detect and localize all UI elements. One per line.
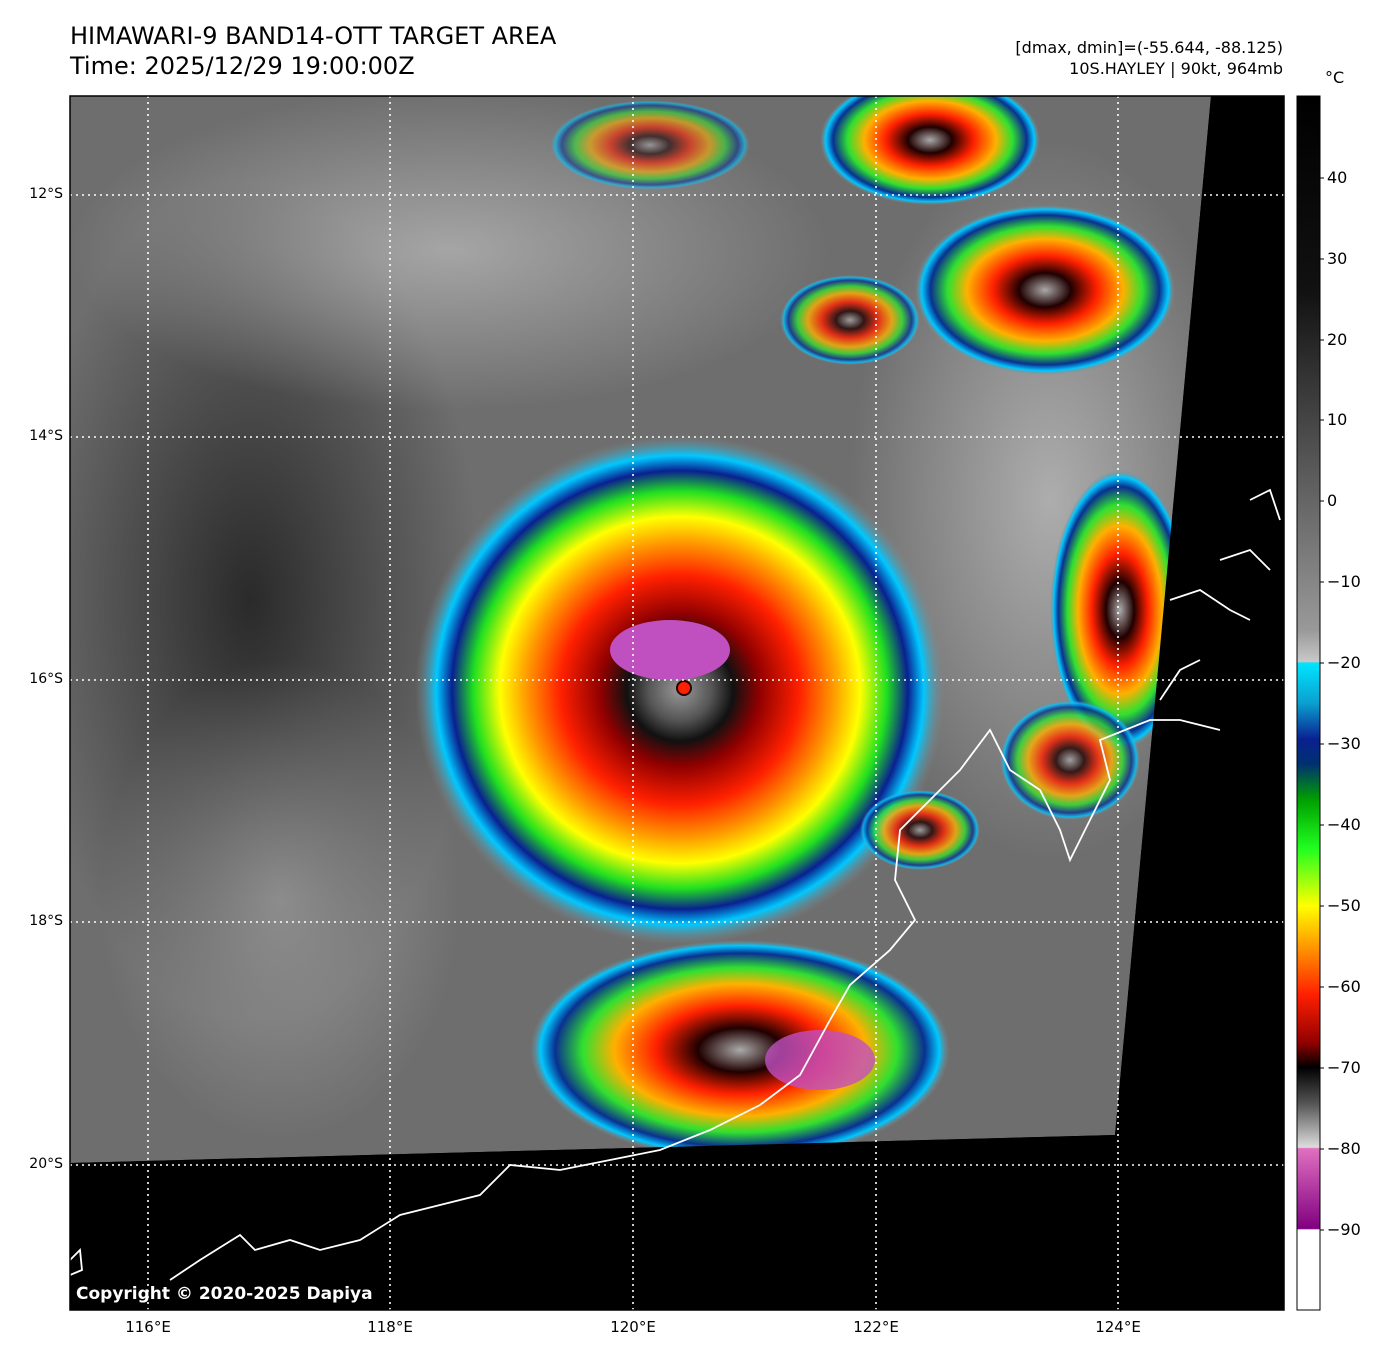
map-frame: [69, 95, 1285, 1311]
lon-label-124e: 124°E: [1095, 1318, 1141, 1336]
gridlines: [70, 96, 1284, 1310]
chart-time: Time: 2025/12/29 19:00:00Z: [70, 52, 415, 80]
lon-label-118e: 118°E: [367, 1318, 413, 1336]
colorbar-tick: −80: [1327, 1139, 1361, 1158]
lon-label-120e: 120°E: [610, 1318, 656, 1336]
no-data-east: [70, 96, 1284, 1310]
colorbar-tick: 40: [1327, 168, 1348, 187]
copyright-text: Copyright © 2020-2025 Dapiya: [76, 1284, 373, 1304]
cyclone-eye-hotspot: [676, 680, 692, 696]
colorbar-tick: −30: [1327, 734, 1361, 753]
convection-n-band: [550, 100, 750, 190]
lat-label-16s: 16°S: [29, 671, 63, 687]
colorbar-tick: −90: [1327, 1220, 1361, 1239]
colorbar-tick: −40: [1327, 815, 1361, 834]
chart-title: HIMAWARI-9 BAND14-OTT TARGET AREA: [70, 22, 557, 50]
colorbar-tick: 10: [1327, 410, 1348, 429]
convection-ne-3: [780, 275, 920, 365]
convection-e-2: [1000, 700, 1140, 820]
lat-label-18s: 18°S: [29, 913, 63, 929]
colorbar-unit: °C: [1325, 68, 1345, 87]
coastline: [70, 488, 1281, 1281]
colorbar: [1296, 95, 1321, 1311]
lat-label-20s: 20°S: [29, 1156, 63, 1172]
convection-ne-2: [820, 96, 1040, 205]
convection-ne-1: [915, 205, 1175, 375]
lat-label-12s: 12°S: [29, 186, 63, 202]
colorbar-tick: 0: [1327, 491, 1338, 510]
grey-cloud-sw: [100, 660, 460, 1140]
convection-se: [860, 790, 980, 870]
lon-label-116e: 116°E: [125, 1318, 171, 1336]
lat-label-14s: 14°S: [29, 428, 63, 444]
storm-info-text: 10S.HAYLEY | 90kt, 964mb: [1069, 59, 1283, 78]
colorbar-tick: −60: [1327, 977, 1361, 996]
colorbar-tick: −50: [1327, 896, 1361, 915]
colorbar-tick: 30: [1327, 249, 1348, 268]
colorbar-tick: −20: [1327, 653, 1361, 672]
colorbar-tick-marks: [1320, 177, 1324, 1231]
data-range-text: [dmax, dmin]=(-55.644, -88.125): [1015, 38, 1283, 57]
cyclone-cdo-cold-top: [610, 620, 730, 680]
convection-south-core: [765, 1030, 875, 1090]
colorbar-tick: −10: [1327, 572, 1361, 591]
colorbar-tick: −70: [1327, 1058, 1361, 1077]
lon-label-122e: 122°E: [853, 1318, 899, 1336]
convection-south: [530, 940, 950, 1160]
colorbar-tick: 20: [1327, 330, 1348, 349]
